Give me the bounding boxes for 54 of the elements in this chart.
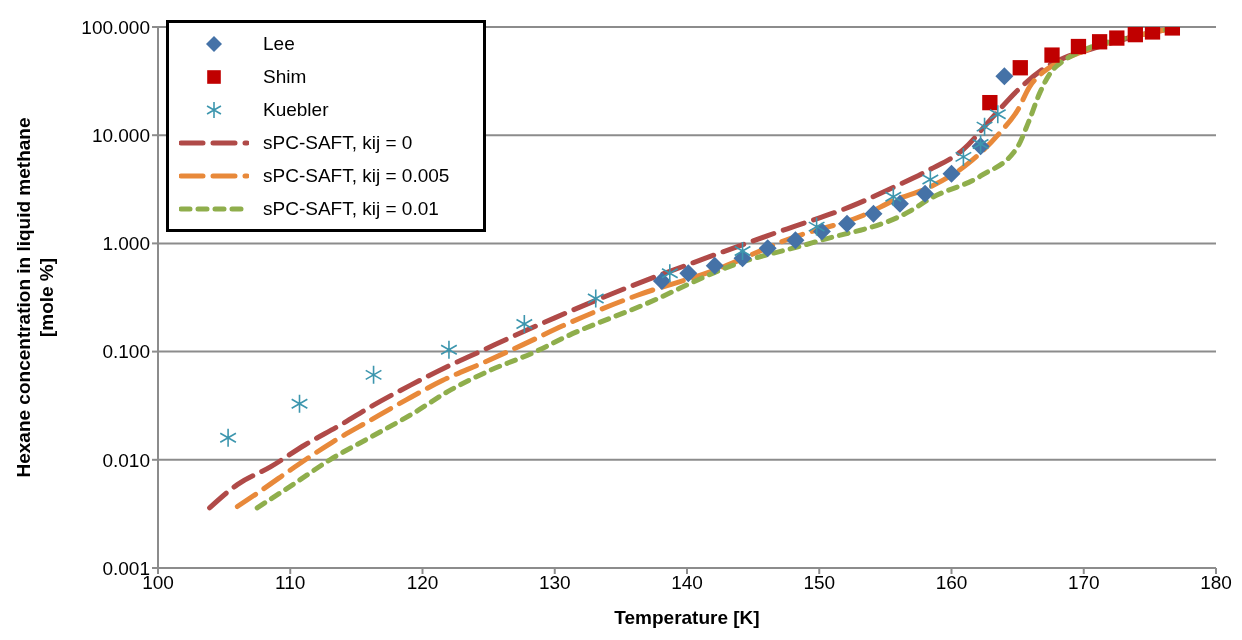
y-tick-label: 100.000 [81,16,150,38]
point [1127,27,1143,43]
y-tick-label: 1.000 [102,233,150,255]
point [807,216,826,237]
point [290,393,309,414]
point [954,147,973,167]
x-axis-title: Temperature [K] [614,607,760,628]
point [652,271,671,290]
x-tick-label: 110 [275,572,306,594]
point [975,116,994,137]
point [890,194,909,213]
point [1012,60,1028,76]
legend-label: Lee [263,32,295,55]
x-tick-label: 180 [1200,572,1232,594]
point [864,204,883,223]
x-tick-label: 170 [1067,572,1100,594]
point [364,365,383,385]
point [1109,30,1125,46]
legend-label: sPC-SAFT, kij = 0.01 [263,197,439,220]
point [995,67,1014,86]
legend-label: Kuebler [263,98,329,121]
y-tick-label: 0.010 [102,449,150,471]
point [661,263,679,284]
point [1144,27,1161,40]
y-tick-label: 0.100 [102,341,150,363]
point [838,214,857,233]
y-axis-title: Hexane concentration in liquid methane [mole %] [13,117,57,478]
x-tick-label: 160 [935,572,968,594]
point [942,164,961,183]
point [705,256,724,275]
x-tick-label: 140 [671,572,703,594]
point [679,264,698,283]
point [884,186,902,207]
y-tick-label: 10.000 [91,124,150,146]
point [1070,38,1087,55]
x-tick-label: 150 [803,572,836,594]
point [921,169,939,190]
legend-label: Shim [263,65,307,88]
point [1091,34,1108,50]
point [758,239,777,258]
point [733,241,752,261]
point [515,314,533,334]
legend-label: sPC-SAFT, kij = 0.005 [263,164,450,187]
point [916,184,935,203]
point [587,288,605,309]
point [982,94,998,111]
x-tick-label: 130 [538,572,571,594]
point [989,104,1007,125]
point [786,231,805,250]
point [440,339,458,360]
point [1044,47,1060,63]
legend-label: sPC-SAFT, kij = 0 [263,131,413,154]
x-tick-label: 120 [406,572,439,594]
point [219,427,237,448]
